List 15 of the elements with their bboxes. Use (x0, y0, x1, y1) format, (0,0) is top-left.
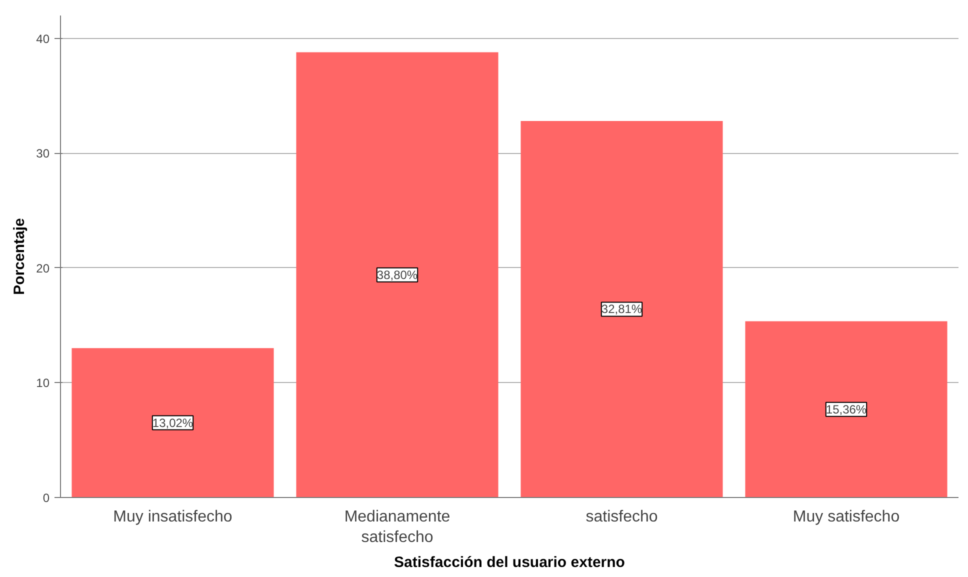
x-axis-title: Satisfacción del usuario externo (394, 554, 625, 571)
bar (745, 321, 948, 498)
y-tick-label: 40 (36, 32, 50, 46)
y-tick-label: 20 (36, 261, 50, 276)
y-tick-label: 30 (36, 146, 50, 161)
bar (72, 348, 274, 498)
x-tick-label: satisfecho (586, 508, 658, 526)
bar (296, 52, 498, 498)
y-tick-label: 10 (36, 376, 50, 390)
y-tick-label: 0 (42, 491, 50, 505)
bar (520, 120, 723, 498)
x-tick-label: Medianamente satisfecho (344, 508, 450, 546)
x-tick-label: Muy satisfecho (792, 508, 900, 526)
x-tick-label: Muy insatisfecho (113, 508, 232, 526)
y-axis-title: Porcentaje (11, 218, 28, 295)
